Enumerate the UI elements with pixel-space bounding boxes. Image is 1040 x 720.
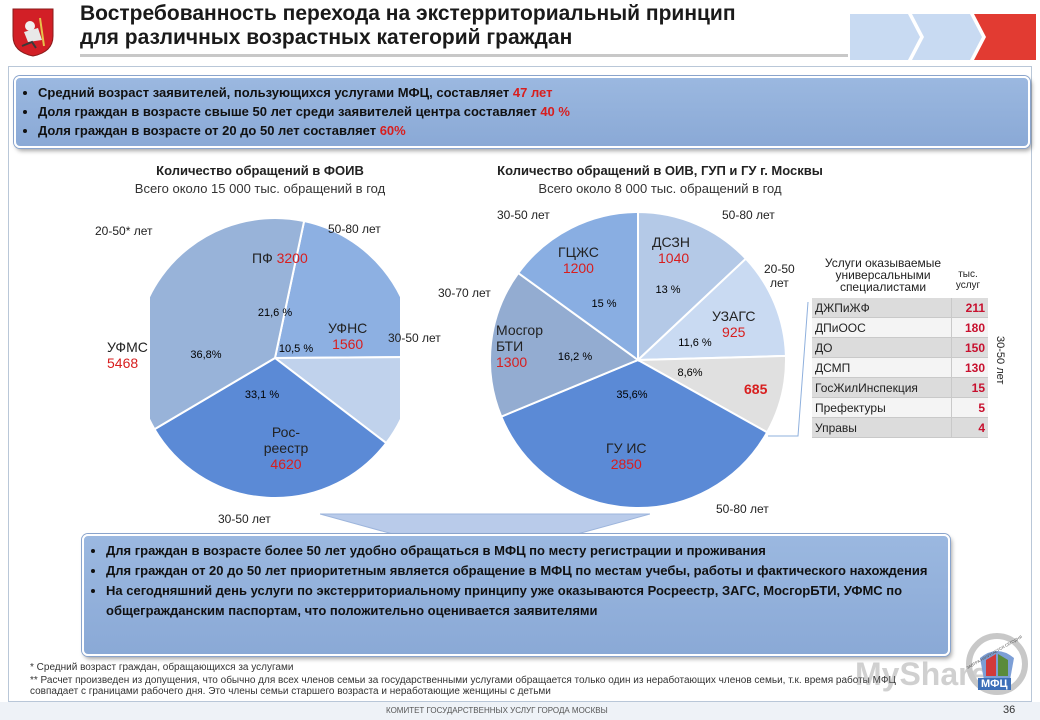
conclusions-box: Для граждан в возрасте более 50 лет удоб… — [82, 534, 950, 656]
pie1-pct-rosreestr: 33,1 % — [245, 389, 279, 401]
nav-arrows-icon — [850, 14, 1036, 60]
title-underline — [80, 54, 848, 57]
pie1-pct-ufns: 10,5 % — [279, 343, 313, 355]
table-age-label: 30-50 лет — [994, 336, 1006, 385]
conclusion-item: На сегодняшний день услуги по экстеррито… — [106, 581, 948, 621]
conclusion-item: Для граждан от 20 до 50 лет приоритетным… — [106, 561, 948, 581]
pie1-age-ufms: 20-50* лет — [95, 224, 153, 238]
pie2-slice-0 — [637, 210, 748, 363]
table-title: Услуги оказываемые универсальными специа… — [824, 256, 942, 294]
pie1-slice-1 — [272, 356, 400, 445]
page-title: Востребованность перехода на экстерритор… — [80, 2, 736, 49]
summary-item: Доля граждан в возрасте свыше 50 лет сре… — [38, 102, 1028, 121]
pie1-pct-ufms: 36,8% — [190, 349, 221, 361]
pie2-slice-4 — [490, 271, 641, 418]
pie2-label-guis: ГУ ИС 2850 — [606, 440, 647, 472]
pie2-label-dszn: ДСЗН 1040 — [652, 234, 691, 266]
chart1-subtitle: Всего около 15 000 тыс. обращений в год — [134, 181, 386, 196]
content-frame — [8, 66, 1032, 702]
pie1-age-ufns: 30-50 лет — [388, 331, 441, 345]
oiv-pie-chart: 13 % 11,6 % 8,6% 35,6% 16,2 % 15 % — [490, 210, 787, 509]
pie2-pct-uzags: 11,6 % — [678, 337, 712, 349]
pie2-pct-other: 8,6% — [677, 367, 702, 379]
table-bracket — [768, 301, 809, 437]
pie2-slice-3 — [499, 358, 769, 509]
pie1-slice-0 — [273, 219, 400, 360]
pie1-label-rosreestr: Рос- реестр 4620 — [263, 424, 309, 472]
pie2-age-uzags: 20-50 лет — [764, 262, 795, 290]
pie1-pct-pf: 21,6 % — [258, 307, 292, 319]
pie2-age-dszn: 50-80 лет — [722, 208, 775, 222]
table-row: ДСМП 130 — [812, 357, 988, 378]
table-unit: тыс. услуг — [955, 269, 981, 291]
mfc-logo-text: МФЦ — [978, 678, 1011, 690]
pie2-pct-guis: 35,6% — [616, 389, 647, 401]
summary-box: Средний возраст заявителей, пользующихся… — [14, 76, 1030, 148]
footer-committee: КОМИТЕТ ГОСУДАРСТВЕННЫХ УСЛУГ ГОРОДА МОС… — [386, 706, 608, 715]
pie1-age-rosreestr: 30-50 лет — [218, 512, 271, 526]
pie1-age-pf: 50-80 лет — [328, 222, 381, 236]
summary-item: Доля граждан в возрасте от 20 до 50 лет … — [38, 121, 1028, 140]
chart1-title: Количество обращений в ФОИВ — [156, 163, 364, 178]
pie2-label-gczhs: ГЦЖС 1200 — [558, 244, 599, 276]
table-row: ДЖПиЖФ 211 — [812, 298, 988, 318]
pie2-age-guis: 50-80 лет — [716, 502, 769, 516]
table-row: ДПиООС 180 — [812, 317, 988, 338]
pie2-label-other: 685 — [744, 381, 768, 397]
pie2-age-gczhs: 30-50 лет — [497, 208, 550, 222]
table-row: Префектуры 5 — [812, 397, 988, 418]
footnote-2: ** Расчет произведен из допущения, что о… — [30, 675, 896, 697]
pie2-slice-5 — [516, 210, 639, 362]
pie1-label-ufms: УФМС 5468 — [107, 339, 148, 371]
pie1-slice-2 — [153, 356, 388, 499]
pie2-pct-gczhs: 15 % — [591, 298, 616, 310]
pie2-slice-1 — [635, 257, 787, 362]
table-row: ГосЖилИнспекция 15 — [812, 377, 988, 398]
chart2-subtitle: Всего около 8 000 тыс. обращений в год — [538, 181, 782, 196]
foiv-pie-chart: 21,6 % 10,5 % 33,1 % 36,8% — [150, 217, 400, 499]
pie1-label-pf: ПФ 3200 — [252, 250, 308, 266]
chart2-title: Количество обращений в ОИВ, ГУП и ГУ г. … — [497, 163, 823, 178]
pie1-label-ufns: УФНС 1560 — [328, 320, 368, 352]
conclusion-item: Для граждан в возрасте более 50 лет удоб… — [106, 541, 948, 561]
pie2-label-bti: Мосгор БТИ 1300 — [496, 322, 543, 370]
table-row: ДО 150 — [812, 337, 988, 358]
pie2-label-uzags: УЗАГС 925 — [712, 308, 756, 340]
moscow-crest-icon — [12, 8, 54, 57]
page-number: 36 — [1003, 704, 1016, 716]
pie1-slice-3 — [150, 217, 306, 431]
pie2-pct-dszn: 13 % — [655, 284, 680, 296]
footnote-1: * Средний возраст граждан, обращающихся … — [30, 662, 294, 673]
table-row: Управы 4 — [812, 417, 988, 438]
summary-item: Средний возраст заявителей, пользующихся… — [38, 83, 1028, 102]
services-table: ДЖПиЖФ 211 ДПиООС 180 ДО 150 ДСМП 130 ГосЖил… — [812, 298, 988, 438]
footer-bar — [0, 702, 1040, 720]
pie2-age-bti: 30-70 лет — [438, 286, 491, 300]
pie2-pct-btі: 16,2 % — [558, 351, 592, 363]
mfc-logo-icon — [966, 633, 1028, 695]
